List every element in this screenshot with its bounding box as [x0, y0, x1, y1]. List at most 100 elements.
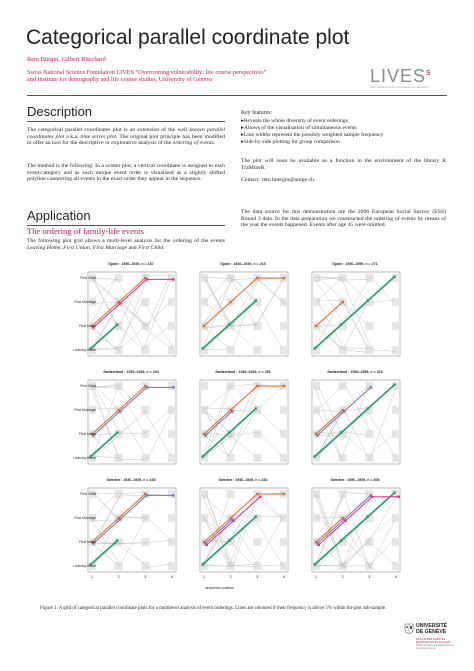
- sequence-line: [92, 279, 147, 349]
- application-intro: The following plot grid allows a multi-l…: [27, 238, 225, 251]
- frequent-sequence-line: [205, 411, 233, 436]
- event-marker: [89, 347, 92, 350]
- event-marker: [342, 518, 346, 521]
- category-box: [168, 538, 176, 546]
- sequence-line: [203, 301, 257, 350]
- event-marker: [92, 434, 95, 437]
- category-box: [141, 346, 150, 354]
- event-marker: [144, 384, 147, 388]
- category-box: [141, 298, 150, 306]
- sequence-line: [92, 516, 172, 567]
- event-marker: [316, 434, 319, 437]
- plot-panel-svg: [199, 379, 289, 465]
- event-marker: [116, 539, 119, 542]
- event-marker: [228, 539, 231, 542]
- plot-panel: 1 2 3 4 Sweden : 1930–1939, n = 168: [80, 478, 182, 580]
- category-box: [141, 538, 150, 546]
- y-category-label: First Marriage: [74, 408, 96, 412]
- sequence-line: [205, 385, 260, 458]
- sequence-line: [202, 278, 286, 327]
- x-tick-label: 4: [171, 575, 173, 579]
- event-marker: [90, 432, 94, 436]
- sequence-line: [92, 300, 174, 351]
- panel-title: Spain : 1930–1939, n = 187: [108, 262, 154, 266]
- sequence-line: [201, 494, 284, 567]
- sequence-line: [204, 277, 283, 350]
- key-feature-item: Side by side plotting for group comparis…: [241, 139, 383, 146]
- plot-panel-svg: 1 2 3 4: [87, 487, 177, 579]
- event-marker: [229, 408, 232, 412]
- event-marker: [117, 408, 120, 412]
- plot-panel-svg: [311, 379, 401, 465]
- description-rule: [27, 121, 225, 122]
- panel-title: Spain : 1940–1949, n = 215: [220, 262, 266, 266]
- category-box: [253, 346, 262, 354]
- sequence-line: [201, 326, 231, 350]
- category-box: [88, 298, 96, 306]
- sequence-line: [317, 276, 369, 281]
- event-marker: [340, 539, 343, 542]
- event-marker: [228, 431, 231, 434]
- sequence-line: [313, 520, 368, 566]
- application-heading: Application: [27, 208, 91, 223]
- category-box: [200, 346, 208, 354]
- y-category-label: First Union: [79, 540, 96, 544]
- sequence-line: [314, 275, 394, 327]
- x-tick-label: 3: [144, 575, 146, 579]
- sequence-line: [90, 456, 117, 458]
- sequence-line: [313, 277, 368, 301]
- category-box: [392, 490, 400, 498]
- category-box: [392, 406, 400, 414]
- sequence-line: [91, 304, 119, 351]
- panel-title: Spain : 1950–1959, n = 271: [332, 262, 378, 266]
- sequence-line: [315, 411, 344, 457]
- sequence-line: [92, 540, 145, 545]
- event-marker: [341, 408, 344, 412]
- category-box: [280, 406, 288, 414]
- plot-panel: Switzerland : 1950–1959, n = 310: [304, 370, 406, 472]
- category-box: [226, 322, 235, 330]
- event-marker: [370, 495, 374, 498]
- panel-title: Sweden : 1940–1949, n = 284: [218, 478, 268, 482]
- event-marker: [314, 540, 318, 544]
- panel-title: Switzerland : 1950–1959, n = 310: [327, 370, 383, 374]
- event-marker: [256, 276, 259, 280]
- sequence-line: [317, 300, 369, 326]
- sequence-line: [92, 327, 120, 353]
- category-box: [88, 490, 96, 498]
- frequent-sequence-line: [315, 301, 344, 327]
- frequent-sequence-line: [315, 409, 344, 435]
- sequence-line: [317, 410, 341, 458]
- category-box: [253, 538, 262, 546]
- category-box: [312, 298, 320, 306]
- category-box: [365, 490, 374, 498]
- sequence-line: [204, 519, 285, 568]
- category-box: [253, 298, 262, 306]
- category-box: [200, 454, 208, 462]
- category-box: [338, 346, 347, 354]
- category-box: [312, 346, 320, 354]
- event-marker: [205, 543, 208, 546]
- event-marker: [342, 410, 346, 413]
- x-tick-label: 2: [230, 575, 232, 579]
- sequence-line: [315, 280, 345, 325]
- event-marker: [144, 276, 147, 280]
- x-tick-label: 4: [395, 575, 397, 579]
- frequent-sequence-line: [315, 517, 344, 543]
- event-marker: [92, 542, 95, 545]
- sequence-line: [202, 515, 286, 568]
- category-box: [200, 406, 208, 414]
- sequence-line: [205, 384, 286, 460]
- description-heading: Description: [27, 104, 93, 119]
- sequence-line: [205, 279, 233, 327]
- plot-panel-svg: 1 2 3 4: [311, 487, 401, 579]
- category-box: [365, 382, 374, 390]
- event-marker: [229, 516, 232, 520]
- category-box: [365, 322, 374, 330]
- frequent-sequence-line: [318, 496, 399, 546]
- affiliation-line-1: Swiss National Science Foundation LIVES …: [27, 69, 267, 76]
- sequence-line: [94, 494, 121, 543]
- category-box: [168, 430, 176, 438]
- category-box: [168, 562, 176, 570]
